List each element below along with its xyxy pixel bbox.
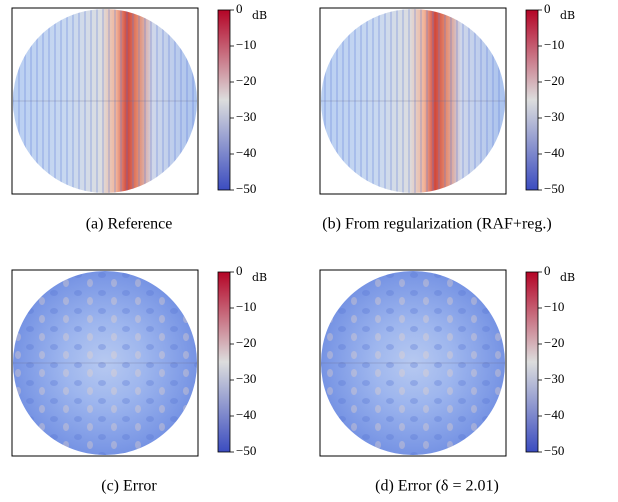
colorbar [217, 9, 231, 191]
colorbar-tick-label: −30 [544, 109, 564, 124]
panel: 0 −10 −20 −30 −40 −50 dB (c) Error [11, 263, 267, 495]
colorbar-tick-label: −40 [544, 145, 564, 160]
colorbar-tick-label: 0 [544, 1, 551, 16]
colorbar-tick-label: −20 [236, 335, 256, 350]
panel: 0 −10 −20 −30 −40 −50 dB (b) From regularizatio… [319, 1, 575, 233]
colorbar-tick-label: −40 [236, 145, 256, 160]
colorbar-tick-label: −40 [544, 407, 564, 422]
colorbar-tick-label: −10 [236, 299, 256, 314]
colorbar-tick-label: −50 [544, 181, 564, 196]
panel: 0 −10 −20 −30 −40 −50 dB (d) Error (δ = 2.01) [319, 263, 575, 495]
panel-caption: (d) Error (δ = 2.01) [375, 478, 499, 495]
colorbar-unit: dB [252, 9, 267, 22]
colorbar [217, 271, 231, 453]
colorbar-tick-label: −20 [544, 73, 564, 88]
colorbar-tick-label: −30 [236, 109, 256, 124]
colorbar-tick-label: −10 [236, 37, 256, 52]
panel: 0 −10 −20 −30 −40 −50 dB (a) Reference [11, 1, 267, 233]
colorbar-tick-label: −20 [544, 335, 564, 350]
colorbar-tick-label: 0 [236, 263, 243, 278]
colorbar-tick-label: −50 [544, 443, 564, 458]
panel-caption: (c) Error [101, 478, 157, 495]
colorbar [525, 9, 539, 191]
colorbar-unit: dB [252, 271, 267, 284]
colorbar-tick-label: −30 [544, 371, 564, 386]
colorbar-tick-label: −50 [236, 443, 256, 458]
colorbar-tick-label: −40 [236, 407, 256, 422]
colorbar-tick-label: −30 [236, 371, 256, 386]
colorbar-tick-label: −50 [236, 181, 256, 196]
colorbar-tick-label: −10 [544, 299, 564, 314]
colorbar-tick-label: −20 [236, 73, 256, 88]
colorbar-unit: dB [560, 271, 575, 284]
panel-caption: (b) From regularization (RAF+reg.) [322, 216, 551, 233]
colorbar-unit: dB [560, 9, 575, 22]
panel-caption: (a) Reference [86, 216, 173, 233]
colorbar [525, 271, 539, 453]
colorbar-tick-label: −10 [544, 37, 564, 52]
colorbar-tick-label: 0 [236, 1, 243, 16]
colorbar-tick-label: 0 [544, 263, 551, 278]
